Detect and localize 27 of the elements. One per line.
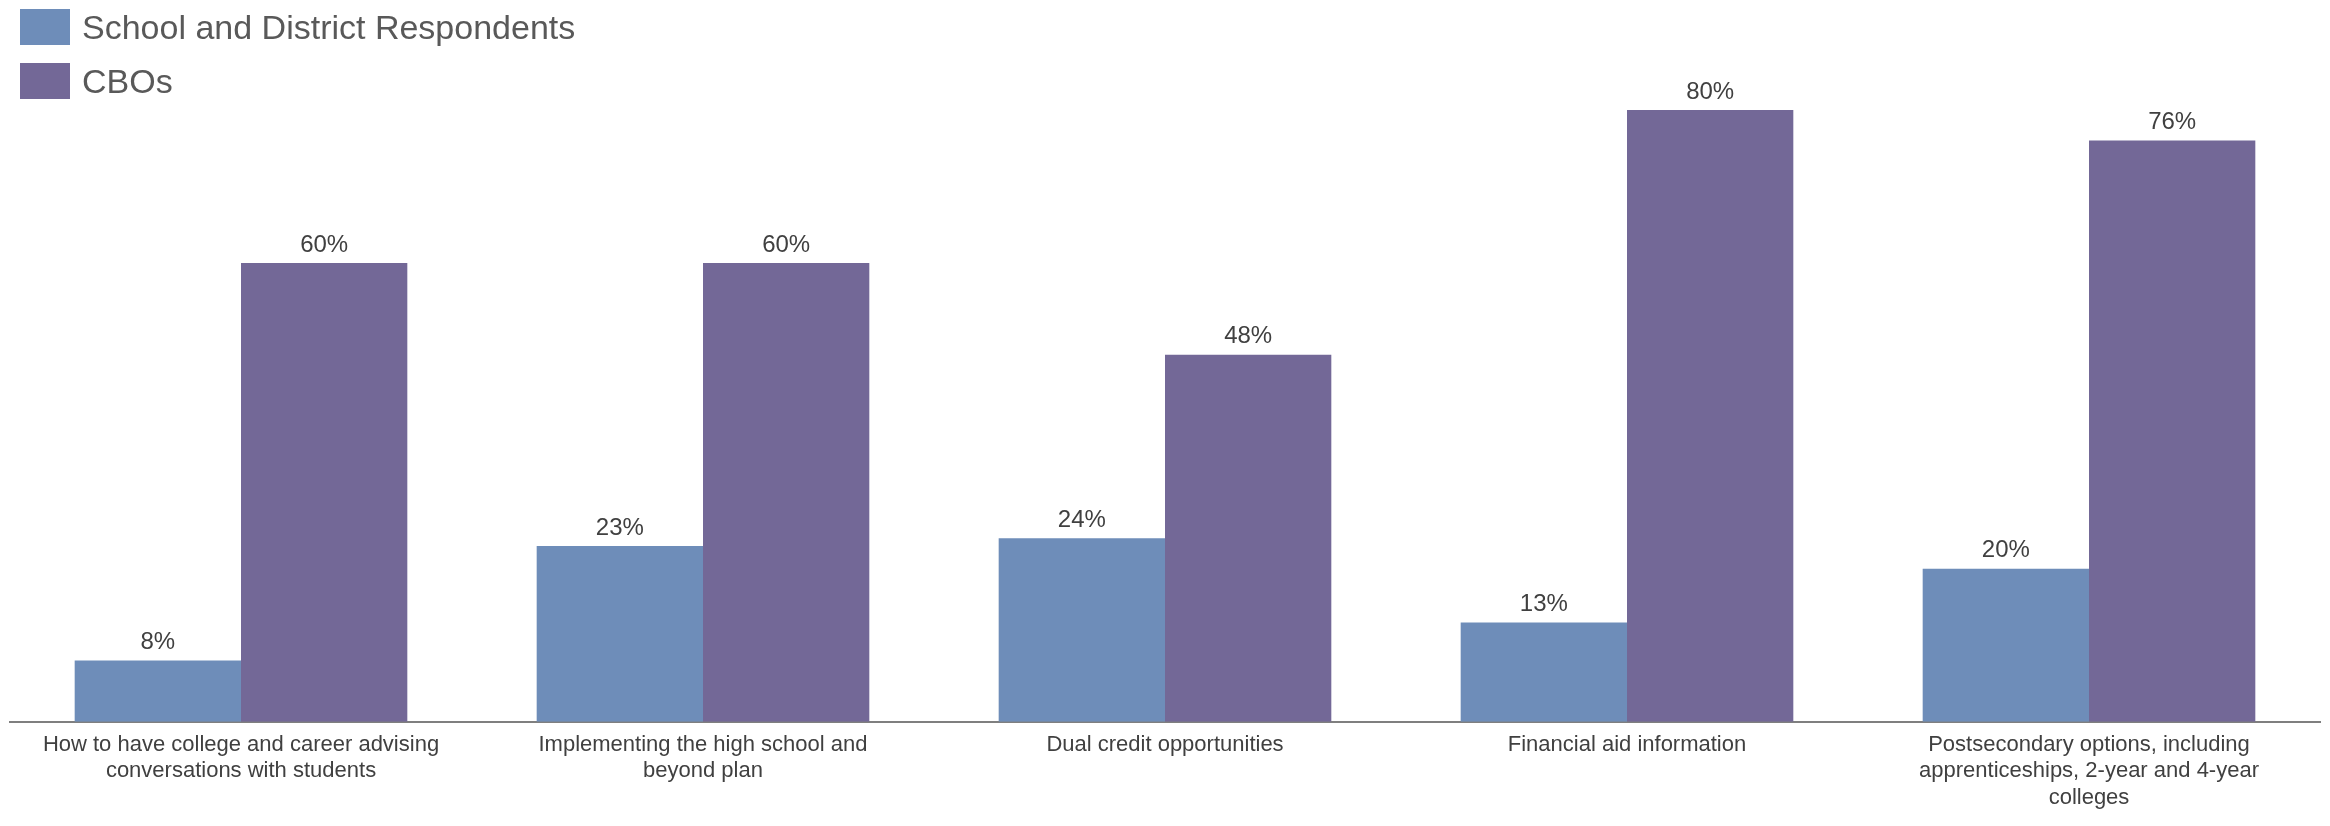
data-label: 23% xyxy=(595,512,644,540)
x-tick-label: Financial aid information xyxy=(1507,731,1747,757)
bar xyxy=(1627,110,1794,722)
bar xyxy=(241,262,408,722)
x-tick-label: Dual credit opportunities xyxy=(1046,731,1284,757)
bar xyxy=(1165,354,1332,722)
bar xyxy=(536,545,703,722)
x-tick-label: How to have college and career advising conversations with students xyxy=(42,731,440,783)
x-tick-label: Postsecondary options, including apprenticeships, 2-year and 4-year colleges xyxy=(1919,731,2259,809)
data-label: 13% xyxy=(1519,589,1568,617)
bar xyxy=(2089,140,2256,722)
data-label: 24% xyxy=(1057,504,1106,532)
bar xyxy=(998,538,1165,722)
bar xyxy=(1460,622,1627,722)
data-label: 20% xyxy=(1981,535,2030,563)
data-label: 8% xyxy=(140,627,176,655)
data-label: 48% xyxy=(1224,321,1273,349)
data-label: 60% xyxy=(762,229,811,257)
data-label: 76% xyxy=(2148,107,2197,135)
bar xyxy=(1922,568,2089,722)
data-label: 80% xyxy=(1686,76,1735,104)
data-label: 60% xyxy=(300,229,349,257)
bar xyxy=(703,262,870,722)
legend-label: CBOs xyxy=(82,61,173,102)
x-tick-label: Implementing the high school and beyond plan xyxy=(538,731,868,783)
bar xyxy=(74,660,241,722)
legend-label: School and District Respondents xyxy=(82,7,576,48)
